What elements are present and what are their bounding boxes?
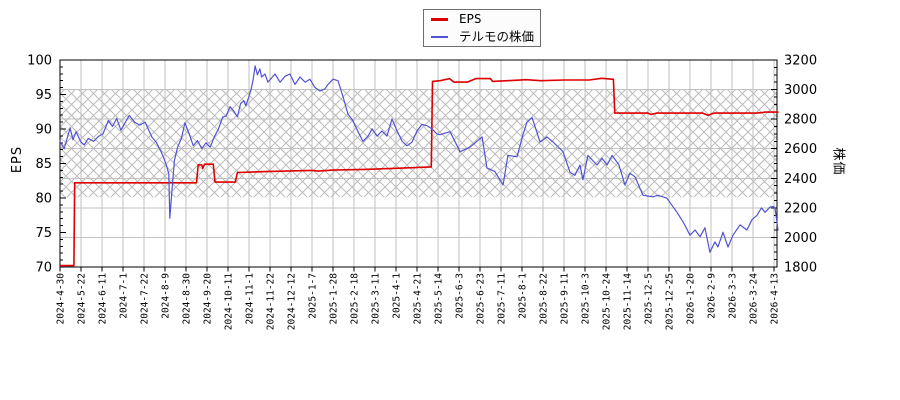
svg-text:2024-7-1: 2024-7-1: [119, 273, 130, 319]
svg-text:2600: 2600: [784, 142, 817, 157]
svg-text:80: 80: [35, 192, 52, 207]
svg-text:2025-1-28: 2025-1-28: [329, 273, 340, 325]
left-axis-title: EPS: [10, 145, 26, 174]
svg-text:2000: 2000: [784, 231, 817, 246]
legend-entry-eps: EPS: [424, 11, 540, 28]
hatched-band: [60, 89, 777, 198]
tick-labels: 70 75 80 85 90 95 100 1800 2000 2200 2400 2600 2800 3…: [27, 54, 817, 331]
svg-text:2025-9-11: 2025-9-11: [560, 273, 571, 325]
svg-text:2025-8-1: 2025-8-1: [518, 273, 529, 319]
svg-text:2025-1-7: 2025-1-7: [308, 273, 319, 319]
legend: EPS テルモの株価: [423, 9, 541, 47]
svg-text:70: 70: [35, 261, 52, 276]
svg-text:90: 90: [35, 123, 52, 138]
svg-text:2025-11-14: 2025-11-14: [623, 273, 634, 330]
svg-text:2024-6-11: 2024-6-11: [98, 273, 109, 325]
svg-text:2024-11-1: 2024-11-1: [245, 273, 256, 325]
svg-text:3000: 3000: [784, 83, 817, 98]
legend-entry-price: テルモの株価: [424, 28, 540, 45]
legend-label-eps: EPS: [459, 10, 482, 26]
svg-text:2200: 2200: [784, 201, 817, 216]
svg-text:2024-12-12: 2024-12-12: [287, 273, 298, 330]
stock-price-line-series: [59, 65, 779, 253]
svg-text:2025-4-21: 2025-4-21: [413, 273, 424, 325]
svg-text:100: 100: [27, 54, 52, 69]
svg-text:2025-5-14: 2025-5-14: [434, 273, 445, 325]
legend-label-price: テルモの株価: [459, 28, 535, 44]
svg-text:2025-10-24: 2025-10-24: [602, 273, 613, 330]
svg-text:3200: 3200: [784, 54, 817, 69]
svg-text:2024-10-11: 2024-10-11: [224, 273, 235, 330]
svg-text:2026-3-24: 2026-3-24: [749, 273, 760, 325]
svg-text:2025-10-3: 2025-10-3: [581, 273, 592, 324]
svg-text:2025-6-23: 2025-6-23: [476, 273, 487, 324]
right-axis-title: 株価: [830, 147, 846, 176]
svg-text:2024-11-22: 2024-11-22: [266, 273, 277, 330]
svg-text:2025-4-1: 2025-4-1: [392, 273, 403, 319]
svg-text:2025-6-3: 2025-6-3: [455, 273, 466, 319]
svg-text:2026-2-9: 2026-2-9: [707, 273, 718, 319]
svg-text:1800: 1800: [784, 261, 817, 276]
eps-line-swatch: [431, 17, 448, 21]
svg-text:2025-7-11: 2025-7-11: [497, 273, 508, 325]
svg-text:2024-7-22: 2024-7-22: [140, 273, 151, 324]
svg-text:2026-3-3: 2026-3-3: [728, 273, 739, 319]
svg-text:2800: 2800: [784, 113, 817, 128]
price-line-swatch: [431, 35, 448, 39]
svg-text:2024-8-30: 2024-8-30: [182, 273, 193, 325]
axis-ticks: [59, 59, 777, 272]
svg-text:95: 95: [35, 88, 52, 103]
svg-text:2400: 2400: [784, 172, 817, 187]
eps-line-series: [59, 77, 779, 267]
svg-text:2025-12-25: 2025-12-25: [665, 273, 676, 330]
svg-text:85: 85: [35, 157, 52, 172]
svg-text:2025-8-22: 2025-8-22: [539, 273, 550, 324]
svg-text:75: 75: [35, 226, 52, 241]
svg-text:2024-9-20: 2024-9-20: [203, 273, 214, 325]
svg-text:2025-2-18: 2025-2-18: [350, 273, 361, 325]
svg-text:2024-8-9: 2024-8-9: [161, 273, 172, 319]
svg-text:2025-3-11: 2025-3-11: [371, 273, 382, 325]
svg-text:2024-5-22: 2024-5-22: [77, 273, 88, 324]
svg-text:2024-4-30: 2024-4-30: [56, 273, 67, 325]
svg-text:2026-1-20: 2026-1-20: [686, 273, 697, 325]
svg-text:2026-4-13: 2026-4-13: [770, 273, 781, 324]
svg-text:2025-12-5: 2025-12-5: [644, 273, 655, 324]
